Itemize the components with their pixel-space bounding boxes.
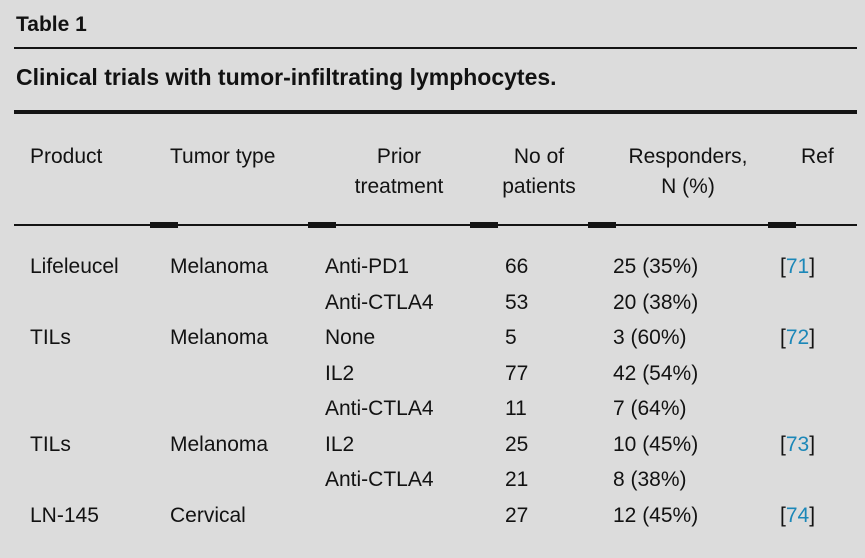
tumor-type-cell bbox=[160, 391, 318, 427]
column-header-tumor-type: Tumor type bbox=[160, 114, 318, 226]
responders-cell: 25 (35%) bbox=[613, 255, 699, 278]
product-cell bbox=[14, 356, 160, 392]
ref-cell bbox=[778, 391, 857, 427]
table-row: TILs Melanoma None 5 3 (60%) [72] bbox=[14, 320, 857, 356]
header-row: Product Tumor type Prior treatment No of… bbox=[14, 114, 857, 226]
header-rule-joint bbox=[588, 222, 616, 228]
patients-cell: 66 bbox=[505, 255, 529, 278]
responders-cell: 8 (38%) bbox=[613, 468, 687, 491]
table-title: Clinical trials with tumor-infiltrating … bbox=[16, 64, 557, 90]
patients-cell: 53 bbox=[505, 290, 529, 314]
tumor-type-cell: Melanoma bbox=[170, 432, 269, 456]
table-row: Lifeleucel Melanoma Anti-PD1 66 25 (35%)… bbox=[14, 225, 857, 285]
prior-treatment-cell: Anti-CTLA4 bbox=[325, 290, 434, 314]
ref-bracket: ] bbox=[809, 503, 816, 527]
table-row: IL2 77 42 (54%) bbox=[14, 356, 857, 392]
ref-bracket: [ bbox=[780, 255, 786, 278]
ref-bracket: [ bbox=[780, 326, 786, 349]
product-cell: TILs bbox=[30, 326, 71, 349]
ref-bracket: ] bbox=[809, 432, 816, 456]
prior-treatment-cell: Anti-CTLA4 bbox=[325, 397, 434, 420]
table-row: Anti-CTLA4 11 7 (64%) bbox=[14, 391, 857, 427]
prior-treatment-cell: Anti-CTLA4 bbox=[325, 468, 434, 491]
ref-bracket: ] bbox=[809, 326, 816, 349]
prior-treatment-cell: IL2 bbox=[325, 432, 355, 456]
tumor-type-cell bbox=[160, 356, 318, 392]
table-row: Anti-CTLA4 21 8 (38%) bbox=[14, 462, 857, 498]
product-cell bbox=[14, 462, 160, 498]
tumor-type-cell: Cervical bbox=[170, 503, 246, 527]
product-cell: LN-145 bbox=[30, 503, 99, 527]
prior-treatment-cell bbox=[318, 498, 480, 534]
clinical-trials-table: Product Tumor type Prior treatment No of… bbox=[14, 114, 857, 533]
table-row: Anti-CTLA4 53 20 (38%) bbox=[14, 285, 857, 321]
header-rule-joint bbox=[150, 222, 178, 228]
patients-cell: 77 bbox=[505, 361, 529, 385]
ref-link[interactable]: 74 bbox=[785, 503, 810, 527]
ref-cell: [73] bbox=[778, 427, 857, 463]
table-label: Table 1 bbox=[16, 13, 87, 36]
ref-cell: [71] bbox=[778, 225, 857, 285]
product-cell: TILs bbox=[30, 432, 71, 456]
responders-cell: 42 (54%) bbox=[613, 361, 699, 385]
ref-cell: [74] bbox=[778, 498, 857, 534]
header-rule-joint bbox=[470, 222, 498, 228]
tumor-type-cell bbox=[160, 285, 318, 321]
patients-cell: 11 bbox=[505, 397, 527, 420]
patients-cell: 25 bbox=[505, 432, 529, 456]
ref-bracket: [ bbox=[780, 432, 786, 456]
column-header-ref: Ref bbox=[778, 114, 857, 226]
ref-bracket: ] bbox=[809, 255, 816, 278]
divider-under-label bbox=[14, 47, 857, 49]
prior-treatment-cell: Anti-PD1 bbox=[325, 255, 410, 278]
ref-link[interactable]: 73 bbox=[785, 432, 810, 456]
product-cell: Lifeleucel bbox=[30, 255, 119, 278]
column-header-product: Product bbox=[14, 114, 160, 226]
responders-cell: 7 (64%) bbox=[613, 397, 687, 420]
prior-treatment-cell: IL2 bbox=[325, 361, 355, 385]
responders-cell: 10 (45%) bbox=[613, 432, 699, 456]
column-header-no-of-patients: No of patients bbox=[480, 114, 598, 226]
column-header-prior-treatment: Prior treatment bbox=[318, 114, 480, 226]
column-header-responders: Responders, N (%) bbox=[598, 114, 778, 226]
table-top-rule bbox=[14, 110, 857, 114]
ref-link[interactable]: 72 bbox=[785, 326, 810, 349]
ref-cell bbox=[778, 356, 857, 392]
patients-cell: 21 bbox=[505, 468, 529, 491]
header-rule-joint bbox=[768, 222, 796, 228]
tumor-type-cell bbox=[160, 462, 318, 498]
tumor-type-cell: Melanoma bbox=[170, 326, 269, 349]
ref-link[interactable]: 71 bbox=[785, 255, 810, 278]
patients-cell: 27 bbox=[505, 503, 529, 527]
responders-cell: 12 (45%) bbox=[613, 503, 699, 527]
ref-cell bbox=[778, 462, 857, 498]
ref-cell bbox=[778, 285, 857, 321]
tumor-type-cell: Melanoma bbox=[170, 255, 269, 278]
ref-cell: [72] bbox=[778, 320, 857, 356]
table-row: TILs Melanoma IL2 25 10 (45%) [73] bbox=[14, 427, 857, 463]
table-wrap: Product Tumor type Prior treatment No of… bbox=[14, 114, 857, 533]
product-cell bbox=[14, 391, 160, 427]
table-row: LN-145 Cervical 27 12 (45%) [74] bbox=[14, 498, 857, 534]
responders-cell: 3 (60%) bbox=[613, 326, 687, 349]
patients-cell: 5 bbox=[505, 326, 517, 349]
responders-cell: 20 (38%) bbox=[613, 290, 699, 314]
prior-treatment-cell: None bbox=[325, 326, 376, 349]
product-cell bbox=[14, 285, 160, 321]
ref-bracket: [ bbox=[780, 503, 786, 527]
header-rule-joint bbox=[308, 222, 336, 228]
